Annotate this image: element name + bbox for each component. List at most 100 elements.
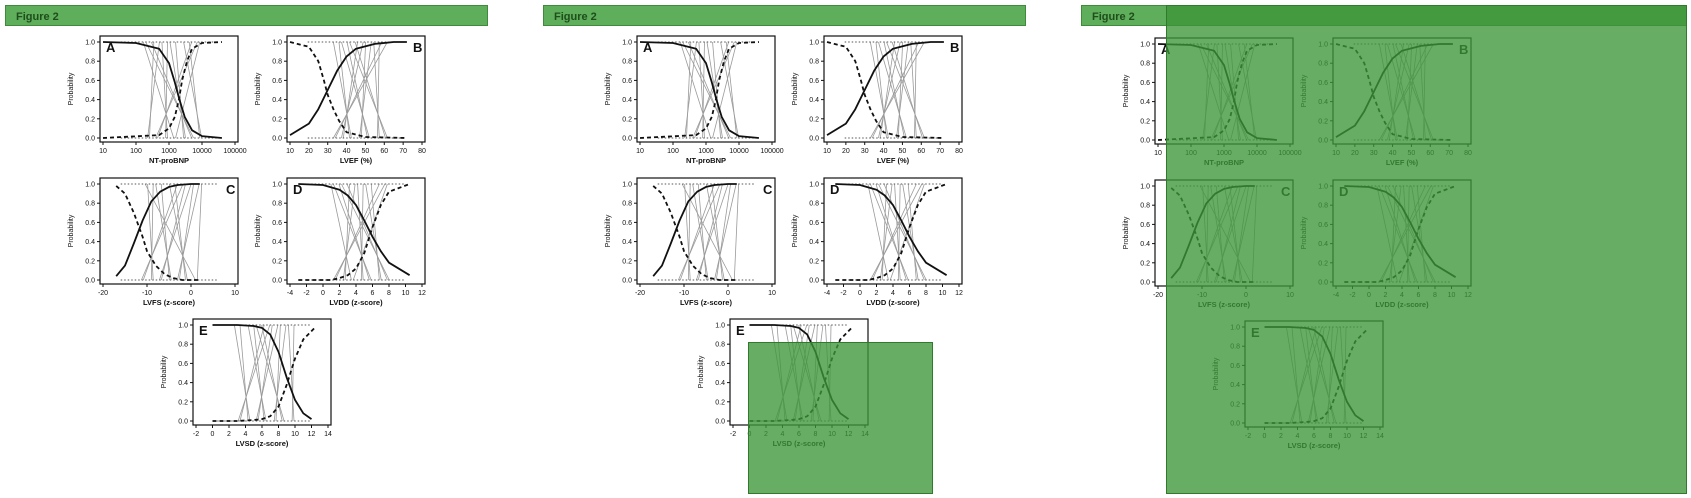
observation-line (354, 41, 386, 139)
y-axis-label: Probability (68, 72, 75, 105)
observation-line (234, 324, 251, 422)
y-tick-label: 1.0 (85, 182, 95, 189)
y-tick-label: 0.0 (1140, 280, 1150, 287)
observation-line (896, 41, 909, 139)
y-tick-label: 0.6 (85, 220, 95, 227)
x-tick-label: -10 (142, 290, 152, 297)
y-tick-label: 0.2 (1140, 118, 1150, 125)
x-tick-label: 2 (227, 431, 231, 438)
x-tick-label: -4 (287, 290, 293, 297)
observation-line (342, 183, 356, 281)
x-tick-label: 80 (955, 148, 963, 155)
series-curve-dashed (298, 183, 410, 281)
chart-panel-a: 0.0 0.2 0.4 0.6 0.8 1.0 Probability 10 100 1000 10… (605, 35, 784, 165)
observation-line (897, 41, 904, 139)
x-tick-label: 10000 (729, 148, 749, 155)
observation-line (712, 41, 738, 139)
x-tick-label: 0 (211, 431, 215, 438)
y-tick-label: 0.2 (1140, 260, 1150, 267)
observation-line (910, 41, 917, 139)
x-axis-label: NT-proBNP (686, 156, 726, 165)
y-axis-label: Probability (1123, 74, 1130, 107)
y-tick-label: 0.2 (715, 399, 725, 406)
y-tick-label: 0.8 (809, 59, 819, 66)
x-tick-label: 0 (189, 290, 193, 297)
chart-panel-d: 0.0 0.2 0.4 0.6 0.8 1.0 Probability -4 -2 0 2 4 6 8 10… (255, 177, 426, 307)
series-curve-dashed (639, 41, 759, 139)
observation-line (875, 41, 887, 139)
x-tick-label: 2 (338, 290, 342, 297)
x-tick-label: 10 (291, 431, 299, 438)
observation-line (869, 183, 909, 281)
observation-line (871, 41, 920, 139)
y-tick-label: 0.0 (1140, 138, 1150, 145)
y-tick-label: 1.0 (272, 40, 282, 47)
x-tick-label: 30 (861, 148, 869, 155)
observation-line (692, 183, 709, 281)
x-tick-label: -2 (303, 290, 309, 297)
series-curve-solid (289, 41, 407, 136)
x-tick-label: -20 (1153, 292, 1163, 299)
y-tick-label: 0.2 (622, 258, 632, 265)
y-tick-label: 0.8 (272, 201, 282, 208)
y-tick-label: 1.0 (622, 182, 632, 189)
observation-line (878, 41, 901, 139)
panel-letter: C (226, 182, 236, 197)
observation-line (160, 183, 170, 281)
highlight-overlay-figure (1166, 5, 1687, 494)
y-tick-label: 0.0 (622, 278, 632, 285)
y-tick-label: 1.0 (809, 40, 819, 47)
observation-line (696, 183, 729, 281)
observation-line (720, 41, 740, 139)
y-axis-label: Probability (161, 355, 168, 388)
y-tick-label: 0.6 (809, 78, 819, 85)
series-curve-solid (115, 183, 200, 277)
y-tick-label: 0.4 (715, 380, 725, 387)
x-tick-label: 0 (321, 290, 325, 297)
series-curve-solid (639, 41, 759, 139)
y-tick-label: 1.0 (809, 182, 819, 189)
panel-letter: E (199, 323, 208, 338)
observation-line (175, 41, 201, 139)
x-tick-label: 10 (99, 148, 107, 155)
observation-line (332, 183, 372, 281)
observation-line (684, 183, 691, 281)
chart-panel-b: 0.0 0.2 0.4 0.6 0.8 1.0 Probability 10 20 30 40 50 6… (792, 35, 963, 165)
x-axis-label: NT-proBNP (149, 156, 189, 165)
observation-line (332, 41, 352, 139)
y-tick-label: 0.8 (85, 59, 95, 66)
y-tick-label: 0.8 (809, 201, 819, 208)
observation-line (869, 41, 889, 139)
x-tick-label: -20 (635, 290, 645, 297)
chart-panel-d: 0.0 0.2 0.4 0.6 0.8 1.0 Probability -4 -2 0 2 4 6 8 10… (792, 177, 963, 307)
x-tick-label: 4 (354, 290, 358, 297)
y-tick-label: 0.0 (715, 419, 725, 426)
x-axis-label: LVDD (z-score) (866, 298, 920, 307)
observation-line (334, 183, 380, 281)
observation-line (342, 41, 358, 139)
series-curve-solid (835, 183, 948, 276)
observation-line (142, 183, 178, 281)
y-axis-label: Probability (792, 72, 799, 105)
observation-line (373, 41, 380, 139)
y-tick-label: 0.0 (85, 136, 95, 143)
x-tick-label: 10 (286, 148, 294, 155)
observation-line (161, 41, 168, 139)
y-tick-label: 0.2 (85, 258, 95, 265)
observation-line (147, 183, 154, 281)
x-tick-label: 60 (917, 148, 925, 155)
observation-line (870, 183, 923, 281)
observation-line (150, 41, 193, 139)
x-tick-label: 6 (260, 431, 264, 438)
x-tick-label: 10 (768, 290, 776, 297)
observation-line (349, 41, 388, 139)
x-tick-label: -4 (824, 290, 830, 297)
y-tick-label: 0.0 (272, 136, 282, 143)
observation-line (725, 41, 738, 139)
y-tick-label: 0.4 (622, 239, 632, 246)
series-curve-dashed (289, 41, 407, 139)
x-tick-label: -2 (840, 290, 846, 297)
observation-line (891, 41, 923, 139)
x-axis-label: LVDD (z-score) (329, 298, 383, 307)
x-tick-label: 6 (371, 290, 375, 297)
